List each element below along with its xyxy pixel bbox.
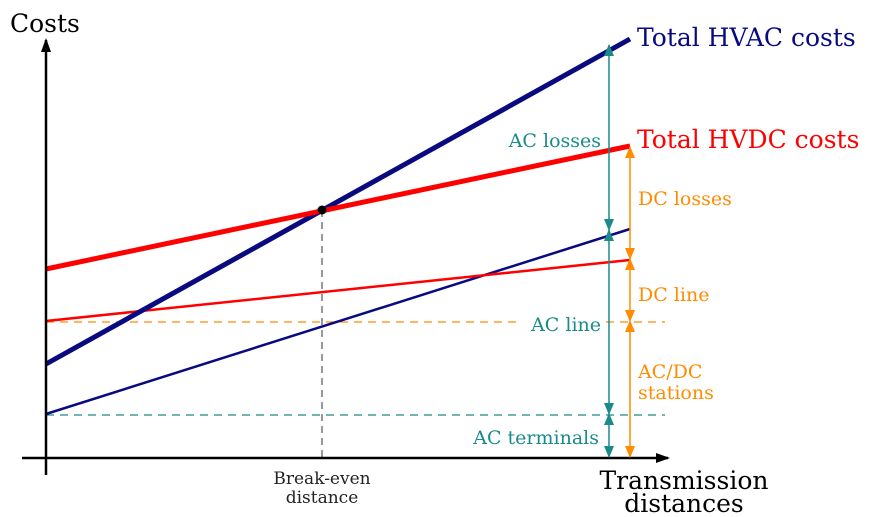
dc-line-label: DC line	[638, 284, 709, 306]
ac-line-label: AC line	[530, 314, 601, 336]
ac-terminals-label: AC terminals	[472, 427, 599, 449]
hvac-base-line	[45, 227, 631, 416]
x-axis-label-line1: Transmission	[600, 466, 769, 495]
ac-losses-label: AC losses	[508, 130, 601, 152]
ac-line-label-bg	[516, 310, 602, 336]
break-even-label-line1: Break-even	[273, 469, 370, 489]
x-axis-label-line2: distances	[624, 489, 744, 517]
total-hvac-line	[44, 36, 632, 367]
total-hvdc-line	[45, 143, 631, 272]
break-even-point	[317, 205, 327, 215]
total-hvac-label: Total HVAC costs	[637, 23, 856, 52]
y-axis-label: Costs	[10, 9, 80, 38]
total-hvdc-label: Total HVDC costs	[637, 125, 859, 154]
dc-stations-label-line2: stations	[638, 382, 714, 404]
dc-stations-label-line1: AC/DC	[637, 361, 702, 383]
break-even-label-line2: distance	[286, 488, 359, 508]
dc-losses-label: DC losses	[638, 188, 732, 210]
